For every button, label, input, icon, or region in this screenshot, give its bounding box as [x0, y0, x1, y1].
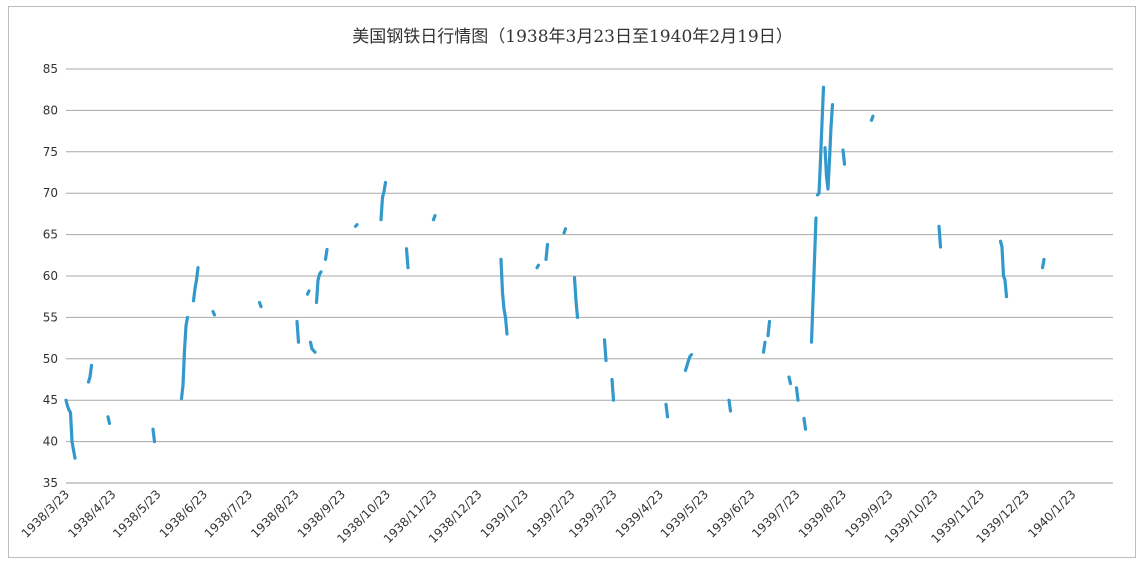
series-segment	[314, 270, 323, 305]
x-tick-label: 1939/1/23	[478, 487, 531, 540]
series-segment	[323, 247, 329, 261]
x-tick-label: 1938/6/23	[157, 487, 210, 540]
x-tick-label: 1938/4/23	[65, 487, 118, 540]
x-tick-label: 1939/7/23	[749, 487, 802, 540]
y-tick-label: 80	[43, 103, 58, 117]
y-tick-label: 45	[43, 393, 58, 407]
series-segment	[404, 247, 410, 270]
series-segment	[841, 148, 847, 166]
series-segment	[1040, 257, 1046, 270]
series-segment	[191, 266, 200, 303]
series-segment	[151, 427, 157, 444]
series-segment	[211, 310, 217, 317]
series-segment	[353, 223, 359, 228]
series-segment	[431, 214, 437, 222]
y-tick-label: 40	[43, 435, 58, 449]
series-segment	[761, 340, 767, 354]
x-tick-label: 1939/4/23	[613, 487, 666, 540]
series-segment	[179, 315, 190, 401]
series-segment	[305, 289, 311, 296]
series-segment	[809, 216, 818, 344]
series-segment	[998, 239, 1009, 299]
series-segment	[817, 85, 826, 195]
chart-title: 美国钢铁日行情图（1938年3月23日至1940年2月19日）	[352, 27, 793, 47]
series-segment	[664, 402, 670, 419]
series-segment	[823, 146, 832, 191]
gridlines	[66, 68, 1113, 484]
x-axis-ticks: 1938/3/231938/4/231938/5/231938/6/231938…	[19, 487, 1079, 546]
series-segment	[802, 416, 808, 431]
x-tick-label: 1938/7/23	[202, 487, 255, 540]
x-tick-label: 1939/5/23	[658, 487, 711, 540]
series-segment	[683, 353, 694, 372]
series-segment	[562, 227, 568, 235]
series-segment	[572, 276, 580, 319]
y-tick-label: 75	[43, 145, 58, 159]
series-segment	[499, 257, 509, 336]
y-tick-label: 55	[43, 310, 58, 324]
x-tick-label: 1939/8/23	[796, 487, 849, 540]
series-segment	[379, 180, 388, 222]
series-segment	[827, 102, 835, 162]
series-segment	[295, 319, 301, 344]
series-segment	[727, 398, 733, 413]
series-segment	[544, 242, 550, 261]
x-tick-label: 1938/3/23	[19, 487, 72, 540]
price-series	[64, 85, 1046, 460]
series-segment	[64, 398, 77, 460]
series-segment	[869, 114, 875, 122]
series-segment	[535, 263, 541, 270]
series-segment	[308, 340, 317, 354]
y-tick-label: 85	[43, 62, 58, 76]
x-tick-label: 1938/8/23	[248, 487, 301, 540]
series-segment	[766, 319, 772, 338]
series-segment	[602, 338, 608, 363]
y-tick-label: 60	[43, 269, 58, 283]
y-tick-label: 35	[43, 476, 58, 490]
x-tick-label: 1940/1/23	[1025, 487, 1078, 540]
series-segment	[937, 224, 943, 249]
series-segment	[86, 363, 94, 384]
x-tick-label: 1938/5/23	[110, 487, 163, 540]
y-axis-ticks: 35 40 45 50 55 60 65 70 75 80 85	[43, 62, 58, 490]
series-segment	[794, 386, 800, 402]
series-segment	[106, 415, 112, 425]
series-segment	[610, 377, 616, 402]
y-tick-label: 70	[43, 186, 58, 200]
y-tick-label: 50	[43, 352, 58, 366]
series-segment	[787, 375, 793, 386]
series-segment	[257, 300, 263, 309]
x-tick-label: 1939/6/23	[704, 487, 757, 540]
y-tick-label: 65	[43, 228, 58, 242]
